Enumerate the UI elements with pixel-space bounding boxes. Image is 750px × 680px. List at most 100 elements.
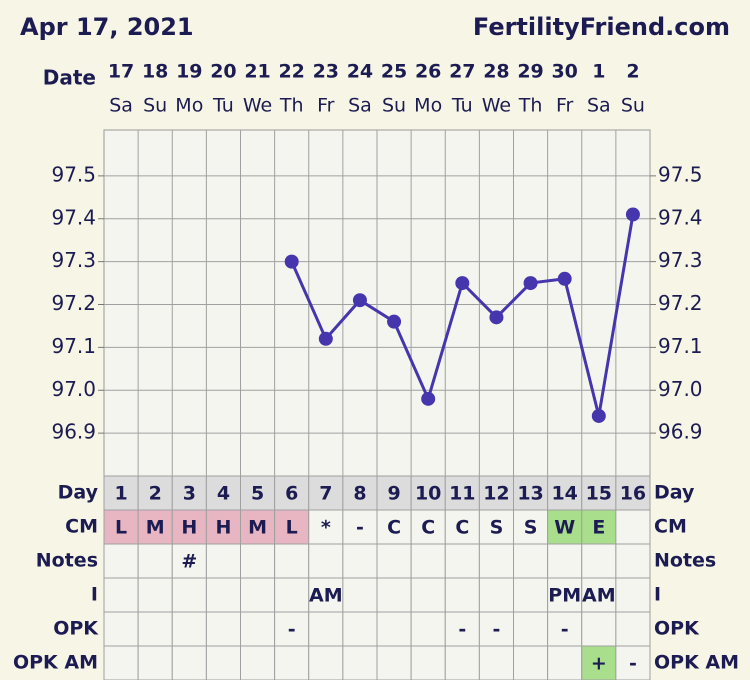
table-cell — [444, 577, 480, 613]
table-cell — [581, 577, 617, 613]
temperature-point — [591, 408, 606, 423]
row-label: OPK AM — [13, 652, 98, 674]
table-cell — [103, 577, 139, 613]
table-cell — [547, 543, 583, 579]
y-tick-label: 97.0 — [51, 377, 96, 401]
weekday-label: Tu — [451, 95, 473, 117]
cell-text: 15 — [586, 483, 612, 505]
cell-text: 13 — [517, 483, 543, 505]
cell-text: S — [490, 517, 504, 539]
table-cell — [478, 577, 514, 613]
table-cell — [376, 475, 412, 511]
table-cell — [444, 543, 480, 579]
row-label: Day — [58, 482, 99, 504]
table-cell — [274, 543, 310, 579]
table-cell — [376, 645, 412, 680]
y-tick-label: 96.9 — [658, 420, 703, 444]
date-label: 20 — [210, 61, 236, 83]
y-tick-label: 96.9 — [51, 420, 96, 444]
weekday-label: Fr — [556, 95, 574, 117]
table-cell — [103, 543, 139, 579]
cell-text: 2 — [149, 483, 162, 505]
cell-text: - — [458, 619, 466, 641]
table-cell — [513, 543, 549, 579]
cell-text: - — [629, 653, 637, 675]
temperature-point — [284, 254, 299, 269]
site-name: FertilityFriend.com — [473, 13, 730, 41]
table-cell — [513, 611, 549, 647]
cell-text: H — [215, 517, 231, 539]
table-cell — [342, 611, 378, 647]
date-label: 27 — [449, 61, 475, 83]
date-label: 2 — [626, 61, 639, 83]
table-cell — [478, 543, 514, 579]
weekday-label: Sa — [109, 95, 133, 117]
date-label: 24 — [347, 61, 373, 83]
cell-text: L — [286, 517, 298, 539]
cell-text: C — [455, 517, 469, 539]
cell-text: 16 — [620, 483, 646, 505]
row-label: Day — [654, 482, 695, 504]
table-cell — [444, 509, 480, 545]
table-cell — [513, 645, 549, 680]
row-label: OPK AM — [654, 652, 739, 674]
table-cell — [581, 543, 617, 579]
cell-text: PM — [548, 585, 581, 607]
row-label: Notes — [654, 550, 716, 572]
cell-text: W — [554, 517, 575, 539]
cell-text: C — [421, 517, 435, 539]
row-label: OPK — [53, 618, 99, 640]
table-cell — [547, 611, 583, 647]
cell-text: AM — [582, 585, 616, 607]
table-cell — [274, 475, 310, 511]
table-cell — [240, 577, 276, 613]
weekday-label: Su — [143, 95, 167, 117]
table-cell — [376, 611, 412, 647]
temperature-point — [318, 331, 333, 346]
table-cell — [240, 543, 276, 579]
date-label: 29 — [517, 61, 543, 83]
temperature-point — [352, 293, 367, 308]
cell-text: C — [387, 517, 401, 539]
table-cell — [137, 577, 173, 613]
x-label: Date — [43, 66, 96, 90]
weekday-label: Su — [621, 95, 645, 117]
table-cell — [103, 611, 139, 647]
cell-text: - — [561, 619, 569, 641]
temperature-point — [455, 276, 470, 291]
chart-date: Apr 17, 2021 — [20, 13, 194, 41]
table-cell — [205, 645, 241, 680]
weekday-label: Mo — [175, 95, 203, 117]
weekday-label: Mo — [414, 95, 442, 117]
cell-text: - — [492, 619, 500, 641]
table-cell — [478, 645, 514, 680]
temperature-point — [489, 310, 504, 325]
table-cell — [308, 543, 344, 579]
table-cell — [274, 611, 310, 647]
temperature-point — [421, 391, 436, 406]
cell-text: - — [288, 619, 296, 641]
y-tick-label: 97.1 — [51, 334, 96, 358]
weekday-label: We — [482, 95, 511, 117]
date-label: 26 — [415, 61, 441, 83]
table-cell — [513, 475, 549, 511]
table-cell — [171, 577, 207, 613]
date-label: 21 — [244, 61, 270, 83]
table-cell — [478, 611, 514, 647]
table-cell — [240, 645, 276, 680]
table-cell — [581, 645, 617, 680]
table-cell — [342, 577, 378, 613]
cell-text: AM — [309, 585, 343, 607]
table-cell — [410, 577, 446, 613]
table-cell — [137, 543, 173, 579]
table-cell — [615, 509, 651, 545]
table-cell — [205, 543, 241, 579]
y-tick-label: 97.4 — [51, 205, 96, 229]
date-label: 25 — [381, 61, 407, 83]
table-cell — [410, 611, 446, 647]
table-cell — [444, 611, 480, 647]
table-cell — [513, 577, 549, 613]
table-cell — [615, 475, 651, 511]
